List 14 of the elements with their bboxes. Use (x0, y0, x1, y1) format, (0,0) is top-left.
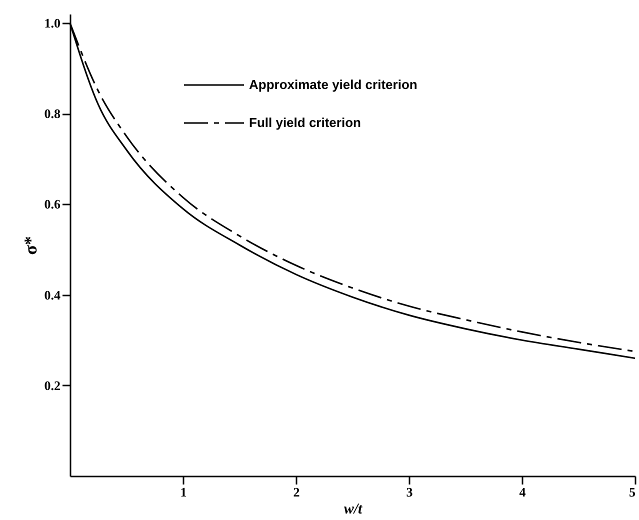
y-tick-label: 0.4 (44, 287, 61, 302)
x-axis-title: w/t (344, 502, 363, 518)
legend-label: Approximate yield criterion (249, 77, 418, 92)
x-tick-label: 2 (293, 484, 300, 500)
y-tick-label: 0.2 (44, 378, 60, 393)
y-tick-label: 1.0 (44, 16, 60, 31)
y-tick-label: 0.6 (44, 196, 61, 212)
y-axis-title: σ* (20, 236, 40, 255)
x-tick-label: 5 (629, 484, 636, 500)
x-tick-label: 1 (180, 484, 187, 500)
x-tick-label: 4 (519, 484, 526, 500)
x-tick-label: 3 (406, 484, 414, 500)
y-tick-label: 0.8 (44, 106, 61, 122)
legend-label: Full yield criterion (249, 115, 362, 130)
